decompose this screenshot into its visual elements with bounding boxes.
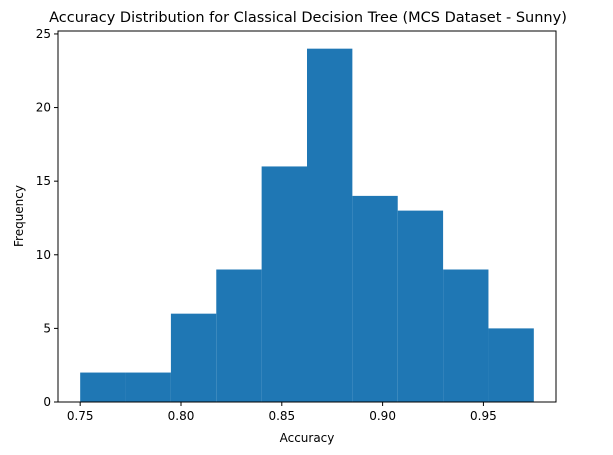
- histogram-bar-4: [261, 166, 307, 402]
- y-tick-label-0: 0: [43, 395, 51, 409]
- histogram-bar-2: [170, 313, 217, 402]
- x-axis-label: Accuracy: [280, 431, 335, 445]
- bars-group: [80, 48, 534, 403]
- x-tick-label-1: 0.80: [168, 409, 195, 423]
- y-axis-label: Frequency: [12, 185, 26, 247]
- x-tick-label-0: 0.75: [67, 409, 94, 423]
- y-tick-label-5: 25: [36, 27, 51, 41]
- histogram-bar-9: [488, 328, 534, 402]
- y-tick-label-2: 10: [36, 248, 51, 262]
- histogram-bar-3: [216, 269, 262, 402]
- histogram-bar-7: [397, 210, 444, 402]
- y-tick-label-4: 20: [36, 101, 51, 115]
- x-tick-label-2: 0.85: [268, 409, 295, 423]
- plot-frame: [57, 30, 557, 403]
- x-ticks-group: 0.75 0.80 0.85 0.90 0.95: [67, 402, 497, 423]
- x-tick-label-4: 0.95: [470, 409, 497, 423]
- histogram-bar-0: [80, 372, 126, 402]
- chart-title: Accuracy Distribution for Classical Deci…: [49, 10, 567, 26]
- y-ticks-group: 0 5 10 15 20 25: [36, 27, 58, 409]
- y-tick-label-1: 5: [43, 321, 51, 335]
- histogram-bar-5: [307, 48, 353, 403]
- histogram-bar-8: [443, 269, 489, 402]
- histogram-bar-1: [125, 372, 171, 402]
- y-tick-label-3: 15: [36, 174, 51, 188]
- x-tick-label-3: 0.90: [369, 409, 396, 423]
- histogram-bar-6: [352, 195, 398, 402]
